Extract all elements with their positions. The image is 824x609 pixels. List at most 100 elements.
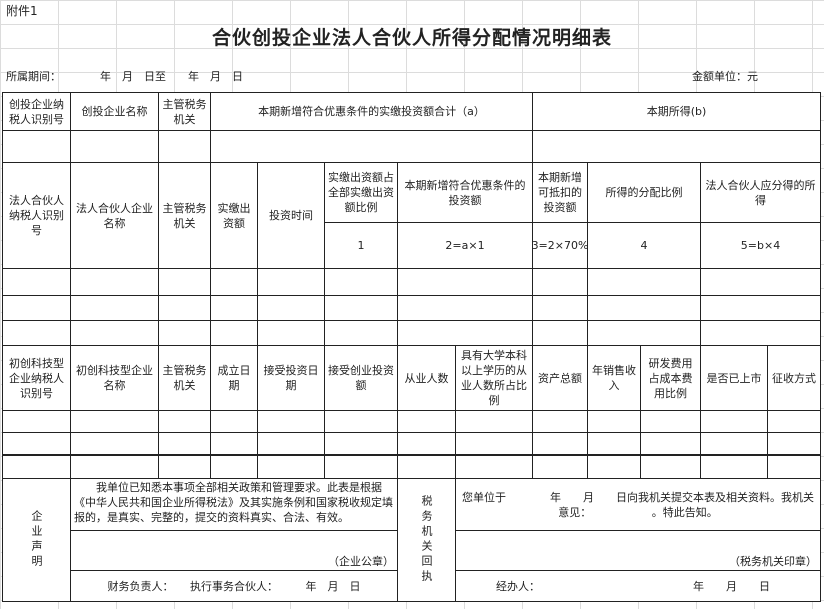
section3-cell[interactable] xyxy=(767,455,821,479)
section1-header: 创投企业纳税人识别号 xyxy=(2,92,71,131)
section3-cell[interactable] xyxy=(324,455,398,479)
section2-cell[interactable] xyxy=(532,268,588,296)
section2-cell[interactable] xyxy=(532,295,588,321)
section2-cell[interactable] xyxy=(257,320,325,346)
section3-cell[interactable] xyxy=(587,432,641,455)
section2-cell[interactable] xyxy=(2,268,71,296)
section3-header: 初创科技型企业纳税人识别号 xyxy=(2,345,71,411)
section3-cell[interactable] xyxy=(158,410,211,433)
section2-cell[interactable] xyxy=(158,320,211,346)
section1-header: 主管税务机关 xyxy=(158,92,211,131)
section3-cell[interactable] xyxy=(2,432,71,455)
section2-header: 本期新增可抵扣的投资额 xyxy=(532,162,588,223)
handler-label: 经办人： xyxy=(496,579,540,593)
section3-cell[interactable] xyxy=(70,455,159,479)
receipt-signers[interactable]: 经办人： 年 月 日 xyxy=(455,570,821,602)
section3-cell[interactable] xyxy=(455,410,533,433)
section2-cell[interactable] xyxy=(158,295,211,321)
section3-cell[interactable] xyxy=(700,410,768,433)
section1-cell[interactable] xyxy=(210,130,533,163)
section2-cell[interactable] xyxy=(587,295,701,321)
section3-cell[interactable] xyxy=(455,455,533,479)
section3-cell[interactable] xyxy=(210,455,258,479)
section3-cell[interactable] xyxy=(587,410,641,433)
section2-cell[interactable] xyxy=(210,320,258,346)
section2-cell[interactable] xyxy=(210,295,258,321)
section2-cell[interactable] xyxy=(397,268,533,296)
section3-cell[interactable] xyxy=(257,432,325,455)
section2-header: 法人合伙人企业名称 xyxy=(70,162,159,269)
section2-cell[interactable] xyxy=(70,295,159,321)
section2-cell[interactable] xyxy=(700,295,821,321)
section3-cell[interactable] xyxy=(767,410,821,433)
formula-cell: 1 xyxy=(324,222,398,269)
section3-cell[interactable] xyxy=(210,432,258,455)
section3-cell[interactable] xyxy=(2,410,71,433)
section2-header: 法人合伙人应分得的所得 xyxy=(700,162,821,223)
declaration-text: 我单位已知悉本事项全部相关政策和管理要求。此表是根据《中华人民共和国企业所得税法… xyxy=(70,478,398,531)
section2-cell[interactable] xyxy=(70,268,159,296)
section3-cell[interactable] xyxy=(70,410,159,433)
section3-cell[interactable] xyxy=(640,432,701,455)
section2-cell[interactable] xyxy=(397,295,533,321)
section3-cell[interactable] xyxy=(532,455,588,479)
section3-header: 具有大学本科以上学历的从业人数所占比例 xyxy=(455,345,533,411)
section3-cell[interactable] xyxy=(257,455,325,479)
section3-cell[interactable] xyxy=(700,432,768,455)
section2-cell[interactable] xyxy=(2,295,71,321)
section3-cell[interactable] xyxy=(324,432,398,455)
section3-header: 征收方式 xyxy=(767,345,821,411)
receipt-text: 您单位于 年 月 日向我机关提交本表及相关资料。我机关意见： 。特此告知。 xyxy=(455,478,821,531)
section3-cell[interactable] xyxy=(532,432,588,455)
section2-cell[interactable] xyxy=(324,268,398,296)
section3-cell[interactable] xyxy=(70,432,159,455)
section2-header: 实缴出资额 xyxy=(210,162,258,269)
section2-cell[interactable] xyxy=(587,268,701,296)
section2-cell[interactable] xyxy=(700,320,821,346)
section1-cell[interactable] xyxy=(532,130,821,163)
period-range: 年 月 日至 年 月 日 xyxy=(100,70,243,83)
section3-header: 成立日期 xyxy=(210,345,258,411)
section2-cell[interactable] xyxy=(587,320,701,346)
section3-cell[interactable] xyxy=(397,455,456,479)
section1-header: 创投企业名称 xyxy=(70,92,159,131)
section3-cell[interactable] xyxy=(210,410,258,433)
section3-cell[interactable] xyxy=(397,410,456,433)
section1-cell[interactable] xyxy=(2,130,71,163)
section2-cell[interactable] xyxy=(158,268,211,296)
section2-cell[interactable] xyxy=(397,320,533,346)
formula-cell: 2=a×1 xyxy=(397,222,533,269)
section2-cell[interactable] xyxy=(324,320,398,346)
section3-cell[interactable] xyxy=(2,455,71,479)
section3-cell[interactable] xyxy=(640,455,701,479)
section3-cell[interactable] xyxy=(455,432,533,455)
section2-cell[interactable] xyxy=(257,268,325,296)
section3-cell[interactable] xyxy=(324,410,398,433)
formula-cell: 4 xyxy=(587,222,701,269)
section2-cell[interactable] xyxy=(532,320,588,346)
section3-cell[interactable] xyxy=(767,432,821,455)
section3-cell[interactable] xyxy=(397,432,456,455)
section3-cell[interactable] xyxy=(640,410,701,433)
declaration-signers: 财务负责人： 执行事务合伙人： 年 月 日 xyxy=(70,570,398,602)
section3-cell[interactable] xyxy=(158,455,211,479)
section1-cell[interactable] xyxy=(158,130,211,163)
section3-cell[interactable] xyxy=(257,410,325,433)
section2-cell[interactable] xyxy=(2,320,71,346)
section3-cell[interactable] xyxy=(158,432,211,455)
section3-header: 年销售收入 xyxy=(587,345,641,411)
section2-cell[interactable] xyxy=(70,320,159,346)
section2-cell[interactable] xyxy=(324,295,398,321)
section2-header: 本期新增符合优惠条件的投资额 xyxy=(397,162,533,223)
section3-cell[interactable] xyxy=(532,410,588,433)
section1-header: 本期所得(b) xyxy=(532,92,821,131)
section2-cell[interactable] xyxy=(700,268,821,296)
section3-cell[interactable] xyxy=(587,455,641,479)
section2-cell[interactable] xyxy=(257,295,325,321)
section3-cell[interactable] xyxy=(700,455,768,479)
section2-header: 法人合伙人纳税人识别号 xyxy=(2,162,71,269)
page-title: 合伙创投企业法人合伙人所得分配情况明细表 xyxy=(211,27,612,49)
attachment-label: 附件1 xyxy=(6,4,38,18)
section2-cell[interactable] xyxy=(210,268,258,296)
section1-cell[interactable] xyxy=(70,130,159,163)
